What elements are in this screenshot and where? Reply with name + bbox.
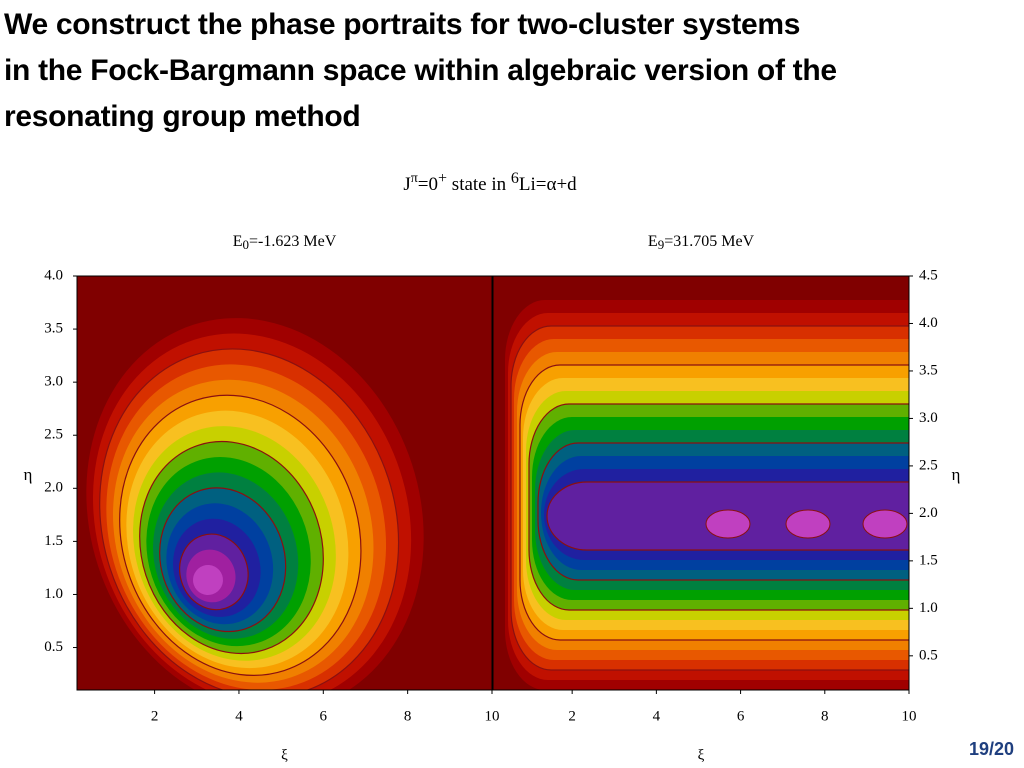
title-line: resonating group method [4, 100, 361, 133]
y-tick-label: 3.5 [919, 362, 938, 378]
contour-level [546, 481, 909, 551]
x-tick-label: 6 [737, 708, 745, 724]
title-part: =0 [418, 174, 438, 195]
title-part: 6 [511, 170, 519, 187]
y-tick-label: 2.0 [919, 505, 938, 521]
plot-frame [76, 275, 493, 691]
y-tick-label: 0.5 [44, 639, 63, 655]
title-part: E [648, 233, 658, 250]
y-tick-label: 3.5 [44, 321, 63, 337]
title-part: π [411, 171, 418, 186]
title-part: =31.705 MeV [664, 233, 754, 250]
x-axis-label: ξ [698, 747, 705, 763]
y-tick-label: 4.0 [919, 315, 938, 331]
page-number: 19/20 [968, 739, 1014, 759]
y-tick-label: 1.0 [919, 600, 938, 616]
title-line: in the Fock-Bargmann space within algebr… [4, 54, 837, 87]
x-tick-label: 10 [902, 708, 917, 724]
contour-plot [77, 276, 492, 690]
title-part: J [403, 174, 410, 195]
panel-title: E9=31.705 MeV [648, 233, 755, 252]
title-part: 9 [658, 237, 665, 252]
x-tick-label: 6 [320, 708, 328, 724]
y-tick-label: 3.0 [44, 374, 63, 390]
contour-level [862, 509, 908, 539]
y-tick-label: 3.0 [919, 410, 938, 426]
y-tick-label: 1.5 [44, 533, 63, 549]
contour-level [705, 509, 751, 539]
x-tick-label: 10 [485, 708, 500, 724]
panel-title: E0=-1.623 MeV [233, 233, 337, 252]
y-axis-label: η [24, 465, 33, 484]
title-part: state in [447, 174, 511, 195]
title-part: =-1.623 MeV [249, 233, 337, 250]
y-tick-label: 2.5 [919, 457, 938, 473]
contour-plot [493, 276, 909, 690]
y-tick-label: 2.5 [44, 427, 63, 443]
plot-frame [492, 275, 910, 691]
y-tick-label: 2.0 [44, 480, 63, 496]
title-part: E [233, 233, 243, 250]
x-tick-label: 4 [235, 708, 243, 724]
contour-level [193, 565, 223, 595]
slide-title: We construct the phase portraits for two… [4, 2, 837, 140]
contour-level [785, 509, 831, 539]
title-part: + [438, 170, 447, 187]
y-tick-label: 1.0 [44, 586, 63, 602]
y-tick-label: 4.5 [919, 267, 938, 283]
x-axis-label: ξ [281, 747, 288, 763]
x-tick-label: 8 [404, 708, 412, 724]
x-tick-label: 2 [151, 708, 159, 724]
title-part: 0 [243, 237, 250, 252]
y-tick-label: 0.5 [919, 647, 938, 663]
x-tick-label: 4 [653, 708, 661, 724]
title-part: Li=α+d [519, 174, 577, 195]
y-tick-label: 4.0 [44, 267, 63, 283]
x-tick-label: 8 [821, 708, 829, 724]
figure-title: Jπ=0+ state in 6Li=α+d [403, 170, 577, 196]
title-line: We construct the phase portraits for two… [4, 8, 801, 41]
y-axis-label: η [952, 465, 961, 484]
x-tick-label: 2 [568, 708, 576, 724]
y-tick-label: 1.5 [919, 552, 938, 568]
